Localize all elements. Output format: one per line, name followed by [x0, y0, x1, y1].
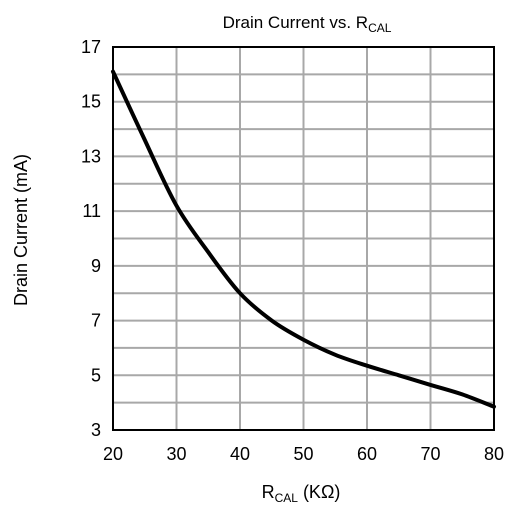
x-tick-label: 30	[166, 444, 186, 464]
y-tick-label: 3	[91, 420, 101, 440]
x-axis-label-subscript: CAL	[275, 491, 299, 505]
x-axis-label: RCAL (KΩ)	[262, 482, 341, 505]
x-axis-label-main: R	[262, 482, 275, 502]
y-tick-label: 7	[91, 311, 101, 331]
chart-title: Drain Current vs. RCAL	[223, 13, 392, 35]
y-axis-label: Drain Current (mA)	[11, 154, 31, 306]
plot-frame	[112, 46, 495, 431]
y-tick-label: 15	[81, 92, 101, 112]
chart-title-subscript: CAL	[368, 21, 392, 35]
y-tick-label: 13	[81, 146, 101, 166]
x-tick-label: 50	[293, 444, 313, 464]
y-tick-label: 5	[91, 365, 101, 385]
y-tick-label: 9	[91, 256, 101, 276]
x-tick-label: 20	[103, 444, 123, 464]
x-axis-ticks: 20 30 40 50 60 70 80	[103, 444, 504, 464]
chart-title-main: Drain Current vs. R	[223, 13, 368, 32]
y-tick-label: 17	[81, 37, 101, 57]
plot-grid	[112, 46, 495, 431]
x-tick-label: 80	[484, 444, 504, 464]
x-axis-label-unit: (KΩ)	[298, 482, 340, 502]
x-tick-label: 40	[230, 444, 250, 464]
drain-current-curve	[111, 69, 496, 409]
x-tick-label: 70	[420, 444, 440, 464]
y-axis-ticks: 3 5 7 9 11 13 15 17	[81, 37, 101, 440]
x-tick-label: 60	[357, 444, 377, 464]
y-tick-label: 11	[82, 201, 101, 221]
